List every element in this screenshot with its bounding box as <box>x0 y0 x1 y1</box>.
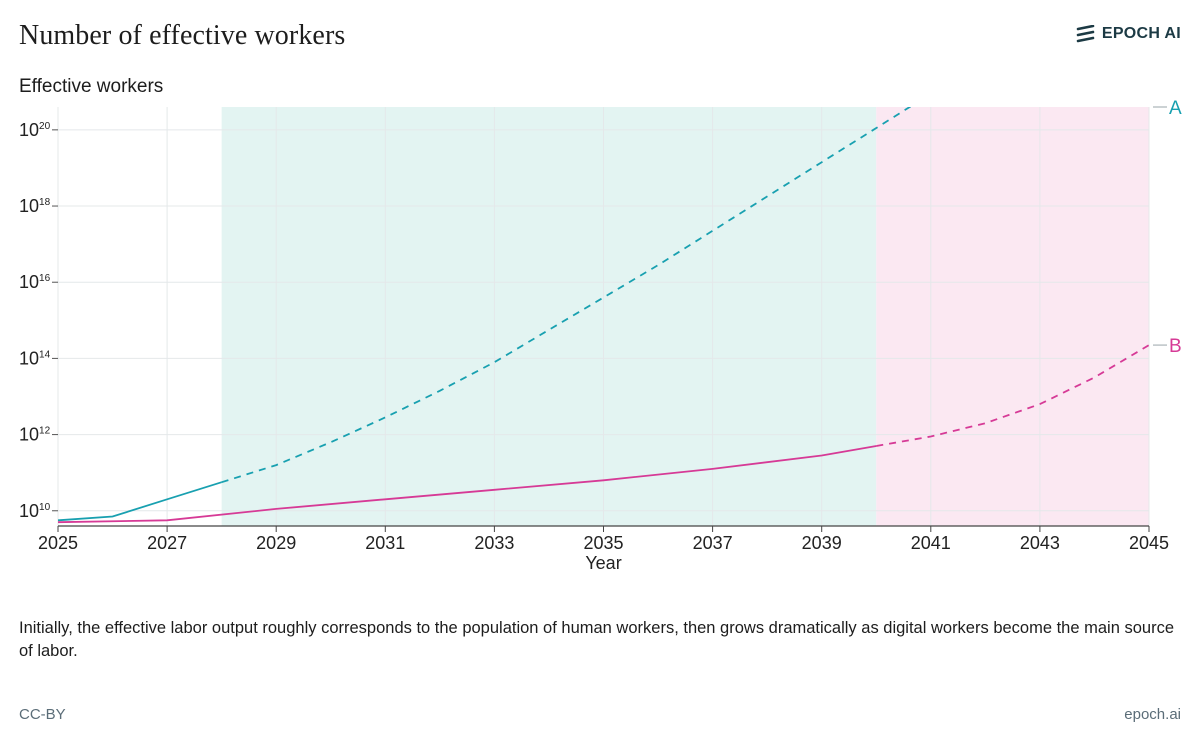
y-tick-label: 1018 <box>19 196 51 216</box>
x-tick-label: 2025 <box>38 533 78 553</box>
epoch-logo-icon <box>1076 25 1095 43</box>
y-tick-label: 1012 <box>19 425 51 445</box>
y-tick-label: 1016 <box>19 272 51 292</box>
license-label[interactable]: CC-BY <box>19 706 66 723</box>
y-tick-label: 1020 <box>19 120 51 140</box>
series-b-dashed-line <box>876 344 1149 447</box>
series-a-label: A <box>1169 98 1182 119</box>
series-b-label: B <box>1169 336 1182 357</box>
series-a-dashed-line <box>221 107 912 484</box>
x-tick-label: 2043 <box>1020 533 1060 553</box>
series-b-solid-line <box>58 445 877 524</box>
chart-title: Number of effective workers <box>19 20 346 51</box>
brand-logo[interactable]: EPOCH AI <box>1076 25 1181 43</box>
x-axis-label: Year <box>585 553 621 573</box>
y-tick-label: 1014 <box>19 348 51 368</box>
x-tick-label: 2027 <box>147 533 187 553</box>
x-tick-label: 2029 <box>256 533 296 553</box>
x-tick-label: 2039 <box>802 533 842 553</box>
x-tick-label: 2045 <box>1129 533 1169 553</box>
series-a-solid-line <box>58 481 222 522</box>
x-tick-label: 2035 <box>583 533 623 553</box>
y-axis-label: Effective workers <box>19 76 164 97</box>
x-tick-label: 2041 <box>911 533 951 553</box>
line-chart: 1010 1012 1014 1016 1018 1020 2025 2027 2029 2031… <box>19 98 1182 573</box>
chart-caption: Initially, the effective labor output ro… <box>19 619 1174 660</box>
shaded-region-1 <box>221 107 877 526</box>
site-link[interactable]: epoch.ai <box>1124 706 1181 723</box>
x-tick-label: 2037 <box>693 533 733 553</box>
shaded-region-2 <box>876 107 1149 526</box>
y-tick-label: 1010 <box>19 501 51 521</box>
brand-name: EPOCH AI <box>1101 25 1181 42</box>
x-tick-label: 2031 <box>365 533 405 553</box>
x-tick-label: 2033 <box>474 533 514 553</box>
